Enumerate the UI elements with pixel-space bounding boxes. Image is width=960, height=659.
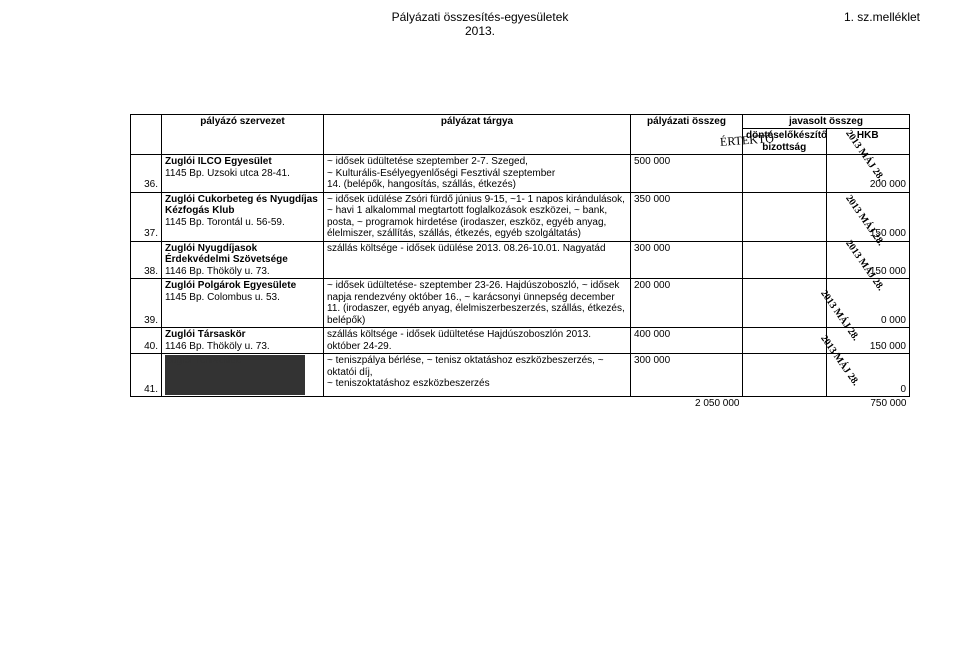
page-title: Pályázati összesítés-egyesületek 2013. [30,10,930,39]
cell-desc: szállás költsége - idősek üdülése 2013. … [324,241,631,279]
cell-desc: ~ teniszpálya bérlése, ~ tenisz oktatásh… [324,354,631,397]
table-row: 41. Zuglói Teniszklub ~ teniszpálya bérl… [131,354,910,397]
cell-hkb: 150 000 [826,192,910,241]
head-desc: pályázat tárgya [324,114,631,155]
sum-blank [162,397,324,411]
cell-org: Zuglói Nyugdíjasok Érdekvédelmi Szövetsé… [162,241,324,279]
cell-amt: 300 000 [631,241,743,279]
cell-amt: 500 000 [631,155,743,193]
sum-blank [131,397,162,411]
redacted-block: Zuglói Teniszklub [165,355,305,395]
cell-idx: 40. [131,328,162,354]
cell-idx: 36. [131,155,162,193]
table-row: 37. Zuglói Cukorbeteg és Nyugdíjas Kézfo… [131,192,910,241]
table-wrap: pályázó szervezet pályázat tárgya pályáz… [130,114,920,411]
cell-amt: 400 000 [631,328,743,354]
cell-amt: 300 000 [631,354,743,397]
head-jav: javasolt összeg [743,114,910,129]
table-row: 38. Zuglói Nyugdíjasok Érdekvédelmi Szöv… [131,241,910,279]
head-idx [131,114,162,155]
cell-hkb: 200 000 [826,155,910,193]
cell-dec [743,279,827,328]
sum-blank [324,397,631,411]
cell-dec [743,241,827,279]
cell-hkb: 150 000 [826,241,910,279]
cell-desc: ~ idősek üdültetése- szeptember 23-26. H… [324,279,631,328]
cell-idx: 37. [131,192,162,241]
cell-desc: ~ idősek üdülése Zsóri fürdő június 9-15… [324,192,631,241]
cell-idx: 39. [131,279,162,328]
cell-dec [743,192,827,241]
title-line2: 2013. [465,24,495,38]
cell-org: Zuglói ILCO Egyesület1145 Bp. Uzsoki utc… [162,155,324,193]
cell-dec [743,328,827,354]
annex-label: 1. sz.melléklet [844,10,920,24]
cell-amt: 350 000 [631,192,743,241]
cell-idx: 41. [131,354,162,397]
cell-org: Zuglói Társaskör1146 Bp. Thököly u. 73. [162,328,324,354]
cell-org: Zuglói Polgárok Egyesülete1145 Bp. Colom… [162,279,324,328]
cell-org: Zuglói Cukorbeteg és Nyugdíjas Kézfogás … [162,192,324,241]
table-row: 36. Zuglói ILCO Egyesület1145 Bp. Uzsoki… [131,155,910,193]
cell-dec [743,155,827,193]
head-hkb: HKB [826,129,910,155]
head-org: pályázó szervezet [162,114,324,155]
cell-desc: szállás költsége - idősek üdültetése Haj… [324,328,631,354]
sum-row: 2 050 000 750 000 [131,397,910,411]
head-amt: pályázati összeg [631,114,743,155]
cell-hkb: 150 000 [826,328,910,354]
table-row: 39. Zuglói Polgárok Egyesülete1145 Bp. C… [131,279,910,328]
cell-idx: 38. [131,241,162,279]
cell-hkb: 0 [826,354,910,397]
cell-desc: ~ idősek üdültetése szeptember 2-7. Szeg… [324,155,631,193]
cell-amt: 200 000 [631,279,743,328]
cell-dec [743,354,827,397]
table-row: 40. Zuglói Társaskör1146 Bp. Thököly u. … [131,328,910,354]
cell-hkb: 0 000 [826,279,910,328]
page: Pályázati összesítés-egyesületek 2013. 1… [0,0,960,659]
sum-blank [743,397,827,411]
sum-amt: 2 050 000 [631,397,743,411]
sum-hkb: 750 000 [826,397,910,411]
title-line1: Pályázati összesítés-egyesületek [392,10,569,24]
head-dec: döntéselőkészítő bizottság [743,129,827,155]
grant-table: pályázó szervezet pályázat tárgya pályáz… [130,114,910,411]
header-row-1: pályázó szervezet pályázat tárgya pályáz… [131,114,910,129]
cell-org-redacted: Zuglói Teniszklub [162,354,324,397]
